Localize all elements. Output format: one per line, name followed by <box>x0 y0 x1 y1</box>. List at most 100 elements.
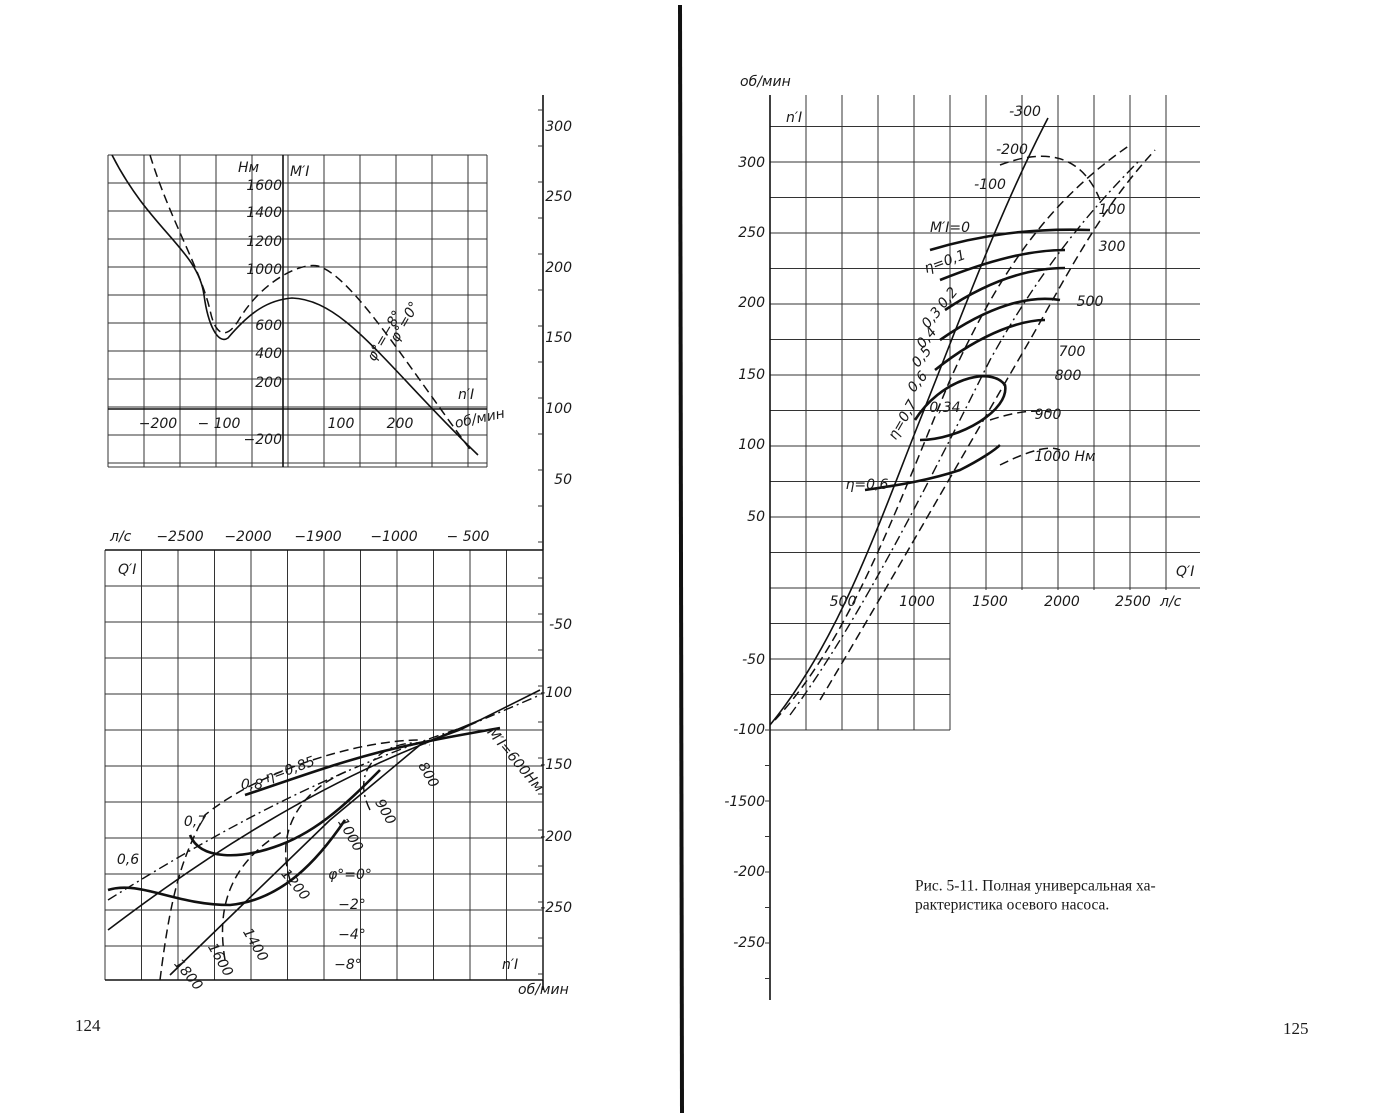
grids <box>104 95 1200 1000</box>
label: -50 <box>549 617 572 633</box>
curve <box>107 694 541 901</box>
label: −200 <box>244 432 283 448</box>
label: n′I <box>502 957 518 973</box>
label: −2° <box>338 897 366 913</box>
label: 500 <box>830 594 857 610</box>
label: 1200 <box>246 234 282 250</box>
label: 0,5 <box>909 343 936 370</box>
label: 300 <box>545 119 572 135</box>
label: 0,8 <box>241 777 263 793</box>
label: Q′I <box>1176 564 1194 580</box>
curve <box>363 742 431 811</box>
curve <box>769 117 1049 726</box>
label: −2000 <box>224 529 271 545</box>
label: −4° <box>338 927 366 943</box>
curve <box>989 410 1051 421</box>
label: 500 <box>1077 294 1104 310</box>
label: 124 <box>75 1016 101 1035</box>
label: -200 <box>733 864 765 880</box>
label: 400 <box>255 346 282 362</box>
curve <box>819 149 1156 701</box>
curve <box>999 447 1061 466</box>
label: 900 <box>371 796 398 827</box>
label: об/мин <box>740 74 791 90</box>
label: -50 <box>742 652 765 668</box>
label: 1000 Нм <box>1034 449 1096 465</box>
label: 100 <box>1099 202 1126 218</box>
label: л/с <box>109 529 132 545</box>
label: -150 <box>540 757 572 773</box>
spine <box>678 4 684 1113</box>
label: -250 <box>733 935 765 951</box>
curve <box>789 159 1141 716</box>
curve <box>929 228 1091 252</box>
curve <box>244 726 501 797</box>
label: M′I <box>290 164 309 180</box>
label: 100 <box>545 401 572 417</box>
label: 0,3 <box>919 304 946 331</box>
label: n′I <box>786 110 802 126</box>
label: 50 <box>554 472 572 488</box>
curve <box>159 739 421 981</box>
label: -200 <box>540 829 572 845</box>
label: -100 <box>540 685 572 701</box>
curve <box>221 829 286 961</box>
label: 1000 <box>334 816 366 855</box>
curve <box>864 444 1001 492</box>
curve <box>944 266 1066 312</box>
label: -250 <box>540 900 572 916</box>
label: 800 <box>1055 368 1082 384</box>
label: -300 <box>1009 104 1041 120</box>
label: −1900 <box>294 529 341 545</box>
curve <box>939 248 1066 282</box>
label: 1400 <box>246 205 282 221</box>
label: 1400 <box>239 926 271 965</box>
label: 300 <box>738 155 765 171</box>
label: 150 <box>738 367 765 383</box>
curve <box>149 154 473 453</box>
label: 600 <box>255 318 282 334</box>
label: 0,6 <box>117 852 139 868</box>
label: 0,6 <box>905 368 932 395</box>
label: 200 <box>255 375 282 391</box>
label: 100 <box>328 416 355 432</box>
label: 0,7 <box>184 814 206 830</box>
label: 1800 <box>170 956 205 994</box>
label: M′I=600Нм <box>484 725 547 796</box>
label: M′I=0 <box>930 220 970 236</box>
label: 150 <box>545 330 572 346</box>
label: φ°=0° <box>328 867 372 883</box>
curve <box>107 819 347 907</box>
label: -200 <box>996 142 1028 158</box>
label: рактеристика осевого насоса. <box>915 897 1109 914</box>
label: -100 <box>974 177 1006 193</box>
label: -100 <box>733 722 765 738</box>
label: 800 <box>414 759 441 790</box>
curve <box>188 769 381 857</box>
label: 300 <box>1099 239 1126 255</box>
label: − 500 <box>447 529 490 545</box>
label: 0,34 <box>929 400 960 416</box>
label: 1000 <box>899 594 935 610</box>
label: −1000 <box>370 529 417 545</box>
label: η=0,85 <box>263 754 317 787</box>
curve <box>934 318 1046 372</box>
label: 1000 <box>246 262 282 278</box>
label: 2000 <box>1044 594 1080 610</box>
label: η=0,6 <box>846 477 889 493</box>
label: 700 <box>1059 344 1086 360</box>
label: 250 <box>738 225 765 241</box>
label: Q′I <box>118 562 136 578</box>
label: 125 <box>1283 1019 1309 1038</box>
label: 200 <box>387 416 414 432</box>
label: 2500 <box>1115 594 1151 610</box>
curve <box>913 374 1007 442</box>
label: 250 <box>545 189 572 205</box>
curve <box>111 154 479 456</box>
label: л/с <box>1159 594 1182 610</box>
label: Нм <box>238 160 260 176</box>
label: n′I <box>458 387 474 403</box>
label: −200 <box>139 416 178 432</box>
